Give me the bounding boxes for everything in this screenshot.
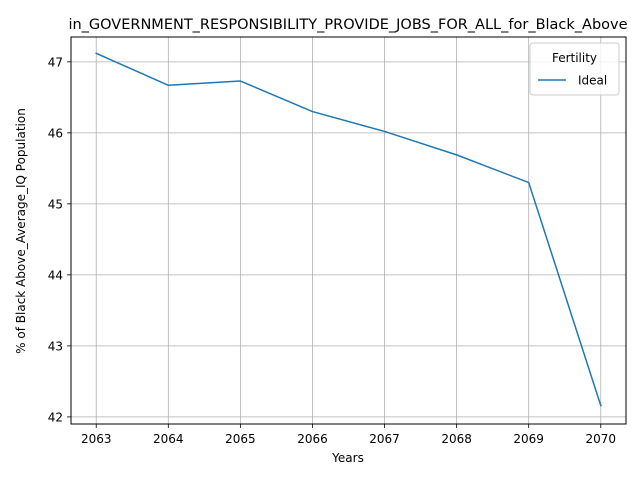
x-tick-label: 2068: [441, 432, 472, 446]
x-tick-label: 2065: [225, 432, 256, 446]
legend-entry-ideal: Ideal: [578, 74, 607, 88]
y-tick-label: 42: [48, 410, 63, 424]
y-tick-label: 43: [48, 339, 63, 353]
legend: Fertility Ideal: [529, 42, 620, 96]
x-tick-label: 2066: [297, 432, 328, 446]
x-tick-label: 2064: [153, 432, 184, 446]
y-tick-label: 47: [48, 55, 63, 69]
chart-title: in_GOVERNMENT_RESPONSIBILITY_PROVIDE_JOB…: [68, 17, 627, 33]
x-tick-label: 2063: [81, 432, 112, 446]
x-axis: 2063 2064 2065 2066 2067 2068 2069 2070: [81, 424, 616, 446]
legend-box: [529, 42, 620, 96]
y-tick-label: 46: [48, 126, 63, 140]
x-tick-label: 2070: [585, 432, 616, 446]
x-tick-label: 2069: [513, 432, 544, 446]
series-line-ideal: [95, 52, 602, 407]
legend-title: Fertility: [552, 51, 597, 65]
y-tick-label: 45: [48, 197, 63, 211]
grid-lines: [71, 37, 626, 424]
y-axis: 42 43 44 45 46 47: [48, 55, 71, 424]
y-axis-label: % of Black Above_Average_IQ Population: [14, 108, 28, 354]
y-tick-label: 44: [48, 268, 63, 282]
series-layer: [95, 52, 602, 407]
plot-frame: [70, 36, 627, 425]
x-axis-label: Years: [331, 451, 364, 465]
x-tick-label: 2067: [369, 432, 400, 446]
